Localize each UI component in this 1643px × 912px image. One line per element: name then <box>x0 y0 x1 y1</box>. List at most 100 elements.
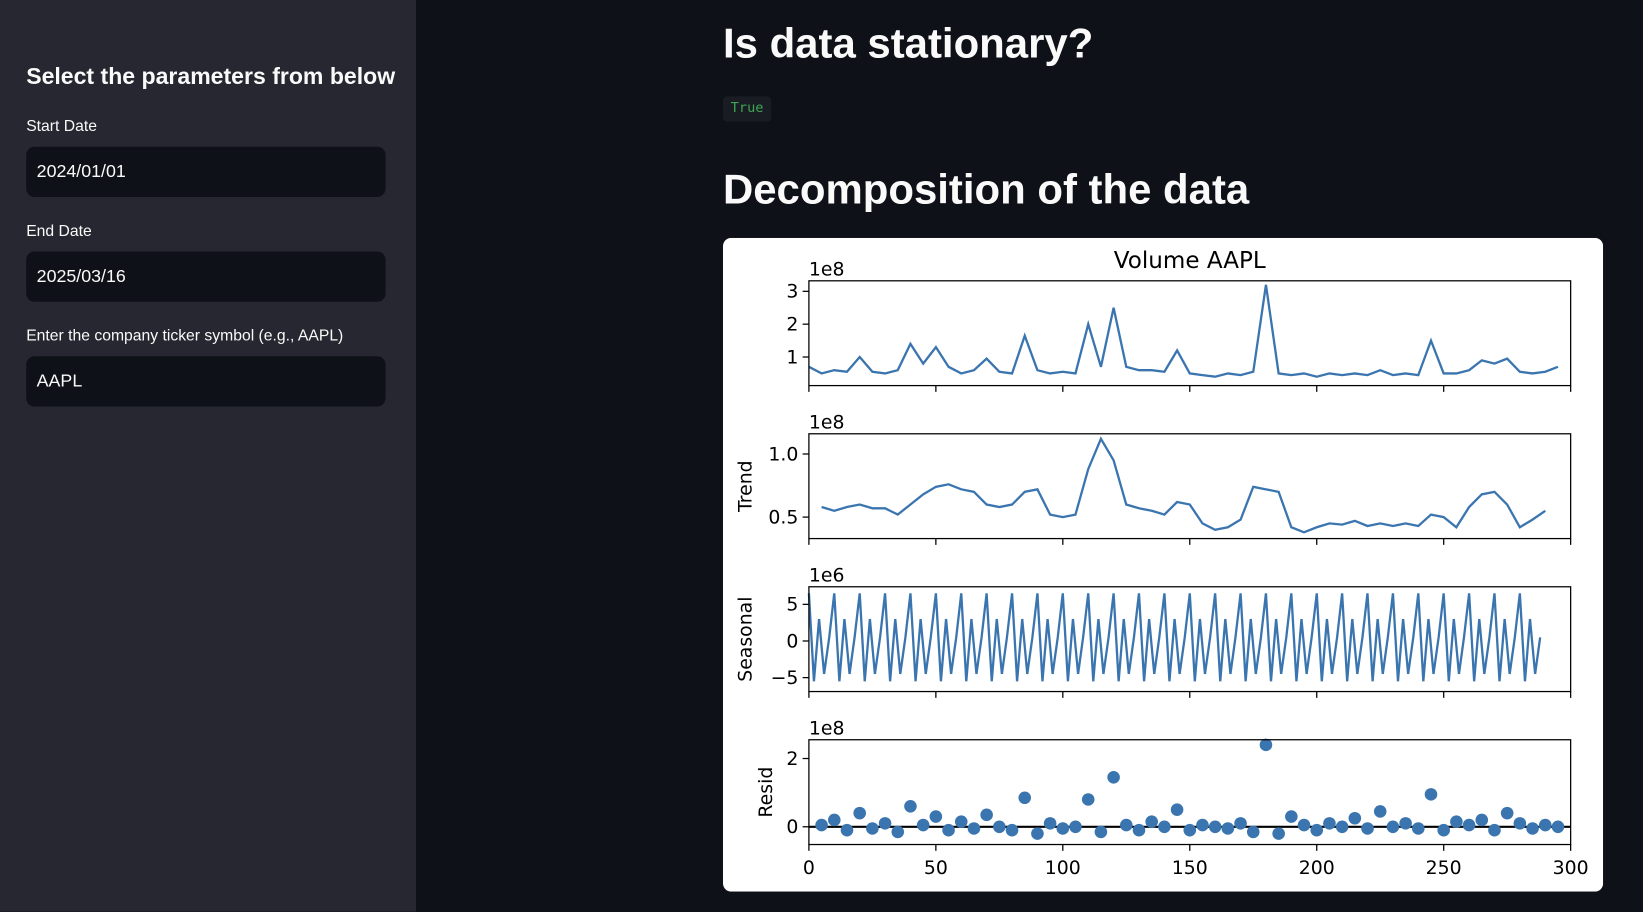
point <box>1081 793 1095 806</box>
y-tick-label: 2 <box>786 313 798 335</box>
point <box>1043 817 1057 830</box>
point <box>1285 810 1298 823</box>
series-line <box>807 593 1542 682</box>
point <box>853 806 866 820</box>
point <box>1335 820 1349 834</box>
point <box>1056 822 1070 835</box>
y-tick-label: 0 <box>786 816 798 838</box>
offset-label: 1e8 <box>809 259 845 281</box>
point <box>954 815 968 828</box>
point <box>929 810 943 823</box>
point <box>904 800 917 813</box>
point <box>1272 827 1285 840</box>
point <box>942 823 955 837</box>
point <box>1373 805 1387 818</box>
offset-label: 1e8 <box>809 412 845 434</box>
point <box>1488 823 1501 837</box>
heading: Decomposition of the data <box>722 166 1250 213</box>
point <box>1297 818 1311 832</box>
y-tick-label: 0 <box>786 630 798 652</box>
x-tick-label: 50 <box>924 857 948 879</box>
point <box>1551 820 1565 834</box>
series-line <box>821 436 1546 534</box>
axes-frame <box>808 433 1572 540</box>
point <box>1094 825 1108 839</box>
point <box>1538 818 1552 832</box>
y-axis-label: Seasonal <box>734 597 756 682</box>
point <box>916 818 930 832</box>
point <box>1158 820 1171 834</box>
axes-frame <box>808 739 1572 846</box>
offset-label: 1e6 <box>809 565 845 587</box>
point <box>1399 817 1412 830</box>
x-tick-label: 150 <box>1172 857 1208 879</box>
point <box>1412 822 1425 835</box>
point <box>1031 827 1044 840</box>
point <box>1145 815 1158 828</box>
point <box>1005 823 1019 837</box>
sidebar-title: Select the parameters from below <box>26 62 396 90</box>
axes-frame <box>808 280 1572 387</box>
y-axis-label: Trend <box>734 460 756 513</box>
x-tick-label: 0 <box>803 857 815 879</box>
y-tick-label: 3 <box>786 281 798 303</box>
point <box>878 817 892 830</box>
y-tick-label: 2 <box>786 748 798 770</box>
point <box>1018 791 1032 805</box>
date-input[interactable]: 2024/01/01 <box>26 146 386 197</box>
point <box>1132 823 1146 837</box>
y-tick-label: 1 <box>786 346 798 368</box>
point <box>980 808 993 822</box>
date-input[interactable]: 2025/03/16 <box>26 251 386 302</box>
axes-frame <box>808 586 1572 693</box>
x-tick-label: 200 <box>1299 857 1335 879</box>
point <box>1069 820 1082 834</box>
point <box>1500 806 1514 820</box>
y-axis-label: Resid <box>755 767 777 818</box>
sidebar: Select the parameters from below Start D… <box>0 0 416 912</box>
point <box>1437 823 1450 837</box>
chart-title: Volume AAPL <box>1114 248 1266 274</box>
point <box>967 822 981 835</box>
result-code: True <box>722 96 772 122</box>
y-tick-label: 5 <box>786 594 798 616</box>
y-tick-label: −5 <box>771 667 799 689</box>
point <box>1323 817 1336 830</box>
point <box>891 825 905 839</box>
point <box>1170 803 1184 817</box>
y-tick-label: 1.0 <box>768 443 798 465</box>
text-input[interactable]: AAPL <box>26 356 386 407</box>
point <box>1424 788 1438 801</box>
point <box>1450 815 1463 828</box>
point <box>1259 738 1273 752</box>
point <box>1234 817 1247 830</box>
point <box>1107 771 1120 784</box>
point <box>828 813 841 827</box>
point <box>815 818 828 832</box>
field-label: Start Date <box>26 117 97 136</box>
point <box>1475 813 1489 827</box>
x-tick-label: 250 <box>1426 857 1462 879</box>
chart-background <box>722 237 1604 892</box>
point <box>866 822 879 835</box>
point <box>840 823 854 837</box>
x-tick-label: 300 <box>1553 857 1589 879</box>
point <box>1462 818 1476 832</box>
heading: Is data stationary? <box>722 20 1094 68</box>
point <box>1221 822 1235 835</box>
point <box>1310 823 1324 837</box>
point <box>1208 820 1222 834</box>
series-line <box>808 284 1559 378</box>
point <box>1386 820 1400 834</box>
point <box>1526 822 1539 835</box>
field-label: Enter the company ticker symbol (e.g., A… <box>26 326 344 345</box>
point <box>1196 818 1209 832</box>
point <box>1361 822 1374 835</box>
point <box>1513 817 1527 830</box>
point <box>1246 825 1260 839</box>
offset-label: 1e8 <box>809 718 845 740</box>
field-label: End Date <box>26 222 92 240</box>
point <box>1348 811 1362 825</box>
